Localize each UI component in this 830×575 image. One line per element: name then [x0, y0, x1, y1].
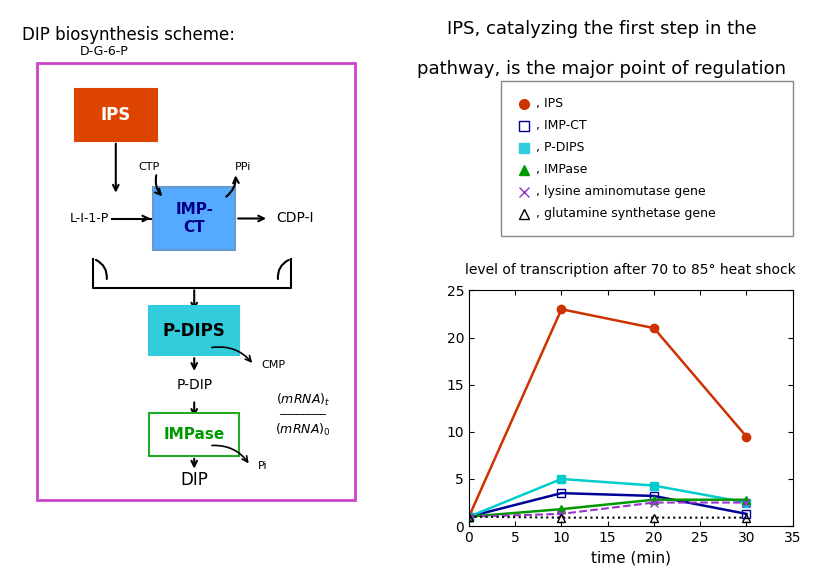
- Text: CTP: CTP: [139, 162, 160, 172]
- FancyBboxPatch shape: [37, 63, 355, 500]
- Text: , lysine aminomutase gene: , lysine aminomutase gene: [535, 185, 706, 198]
- Text: , glutamine synthetase gene: , glutamine synthetase gene: [535, 207, 715, 220]
- Text: L-I-1-P: L-I-1-P: [70, 212, 110, 225]
- Text: , P-DIPS: , P-DIPS: [535, 141, 584, 154]
- Text: CMP: CMP: [261, 360, 286, 370]
- Text: $(mRNA)_0$: $(mRNA)_0$: [275, 422, 331, 438]
- Text: D-G-6-P: D-G-6-P: [81, 45, 129, 58]
- FancyBboxPatch shape: [149, 306, 239, 355]
- Text: Pi: Pi: [257, 461, 267, 471]
- FancyBboxPatch shape: [149, 413, 239, 455]
- Text: level of transcription after 70 to 85° heat shock: level of transcription after 70 to 85° h…: [466, 263, 796, 277]
- FancyBboxPatch shape: [501, 81, 793, 236]
- Text: , IMPase: , IMPase: [535, 163, 587, 176]
- Text: $(mRNA)_t$: $(mRNA)_t$: [276, 392, 330, 408]
- Text: IMP-
CT: IMP- CT: [175, 202, 213, 235]
- Text: pathway, is the major point of regulation: pathway, is the major point of regulatio…: [417, 60, 786, 78]
- Text: PPi: PPi: [235, 162, 251, 172]
- Text: IMPase: IMPase: [164, 427, 225, 442]
- X-axis label: time (min): time (min): [591, 550, 671, 566]
- FancyBboxPatch shape: [75, 89, 157, 141]
- Text: DIP: DIP: [180, 471, 208, 489]
- FancyBboxPatch shape: [154, 187, 236, 250]
- Text: IPS, catalyzing the first step in the: IPS, catalyzing the first step in the: [447, 20, 757, 38]
- Text: , IMP-CT: , IMP-CT: [535, 119, 586, 132]
- Text: , IPS: , IPS: [535, 97, 563, 110]
- Text: DIP biosynthesis scheme:: DIP biosynthesis scheme:: [22, 26, 236, 44]
- Text: ────────: ────────: [280, 410, 326, 420]
- Text: P-DIP: P-DIP: [176, 378, 212, 392]
- Text: CDP-I: CDP-I: [276, 212, 314, 225]
- Text: IPS: IPS: [100, 106, 131, 124]
- Text: P-DIPS: P-DIPS: [163, 321, 226, 340]
